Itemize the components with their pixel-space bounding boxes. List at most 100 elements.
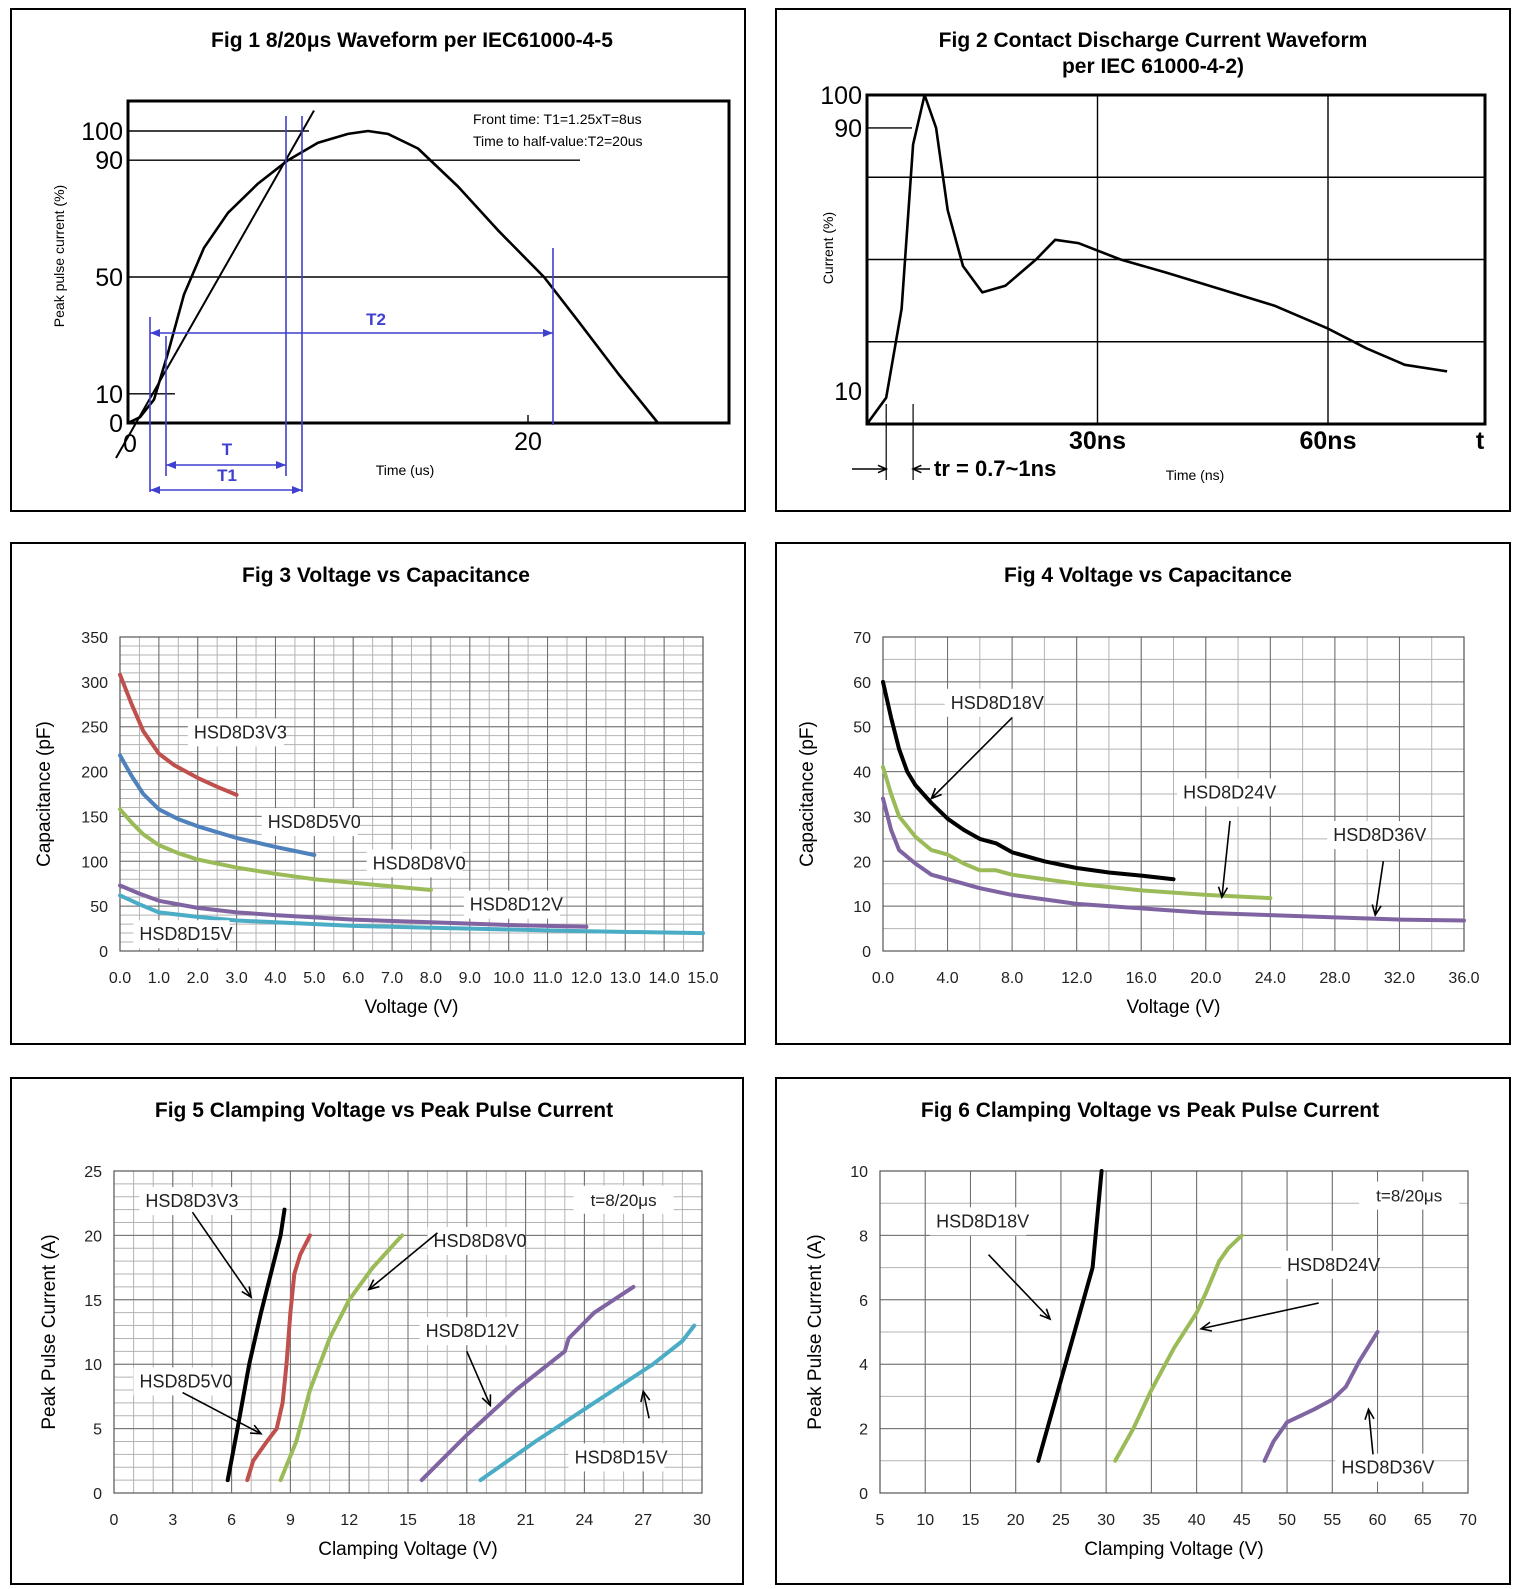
fig2-x-tick: t [1476, 427, 1485, 455]
fig2-y-tick: 100 [820, 82, 862, 110]
fig4-x-tick: 16.0 [1126, 970, 1157, 987]
fig6-series-HSD8D18V [1036, 1169, 1104, 1463]
fig2-y-label: Current (%) [820, 212, 836, 284]
fig6-y-tick: 10 [850, 1164, 868, 1181]
fig6-x-tick: 5 [876, 1512, 885, 1529]
fig4-label-HSD8D36V: HSD8D36V [1333, 825, 1426, 845]
fig1-x-tick: 0 [123, 430, 137, 458]
fig4-label-HSD8D24V: HSD8D24V [1183, 782, 1276, 802]
fig1-title: Fig 1 8/20μs Waveform per IEC61000-4-5 [211, 29, 613, 52]
fig3-x-tick: 2.0 [187, 970, 209, 987]
fig4-x-label: Voltage (V) [1127, 997, 1221, 1018]
fig1-y-tick: 50 [95, 264, 123, 292]
fig3-x-tick: 15.0 [687, 970, 718, 987]
fig6-x-tick: 40 [1188, 1512, 1206, 1529]
fig2-y-tick: 10 [834, 378, 862, 406]
fig6-arrowhead-HSD8D18V [1039, 1308, 1052, 1321]
fig4-title: Fig 4 Voltage vs Capacitance [1004, 564, 1292, 587]
fig5-arrowhead-HSD8D8V0 [367, 1279, 380, 1291]
fig3-label-bg [187, 718, 284, 747]
fig3-y-tick: 50 [90, 899, 108, 916]
fig3-y-tick: 100 [81, 854, 108, 871]
fig3-y-label: Capacitance (pF) [34, 721, 55, 867]
fig4-y-tick: 0 [862, 944, 871, 961]
fig6-chart: Fig 6 Clamping Voltage vs Peak Pulse Cur… [805, 1099, 1477, 1560]
fig1-dimension-label-T: T [222, 440, 233, 459]
fig3-series-HSD8D8V0 [118, 807, 433, 892]
fig3-label-bg [366, 849, 463, 878]
fig5-y-tick: 5 [93, 1422, 102, 1439]
fig3-x-tick: 9.0 [459, 970, 481, 987]
fig6-x-tick: 60 [1369, 1512, 1387, 1529]
fig1-dimension-arrow [150, 486, 160, 494]
fig6-title: Fig 6 Clamping Voltage vs Peak Pulse Cur… [921, 1099, 1379, 1122]
fig4-label-HSD8D18V: HSD8D18V [951, 693, 1044, 713]
fig5-arrow-HSD8D5V0 [182, 1391, 262, 1435]
fig5-x-tick: 18 [458, 1512, 476, 1529]
fig6-x-tick: 70 [1459, 1512, 1477, 1529]
fig2-x-label: Time (ns) [1166, 467, 1225, 483]
fig4-frame [775, 542, 1511, 1045]
fig5-label-bg [568, 1443, 665, 1472]
fig5-label-bg [419, 1317, 516, 1346]
fig2-waveform [865, 93, 1448, 425]
fig5-arrow-HSD8D15V [642, 1391, 650, 1419]
fig4-x-tick: 32.0 [1384, 970, 1415, 987]
fig5-note-bg [573, 1185, 674, 1214]
fig5-arrow-HSD8D3V3 [191, 1211, 252, 1298]
fig1-dimension-arrow [543, 329, 553, 337]
fig4-x-tick: 24.0 [1255, 970, 1286, 987]
fig5-label-bg [139, 1187, 236, 1216]
fig4-plot-area [882, 636, 1465, 952]
fig1-y-tick: 100 [81, 118, 123, 146]
fig5-y-tick: 0 [93, 1486, 102, 1503]
fig5-y-tick: 20 [84, 1228, 102, 1245]
fig6-x-tick: 55 [1323, 1512, 1341, 1529]
fig5-x-label: Clamping Voltage (V) [318, 1539, 498, 1560]
fig3-x-tick: 11.0 [533, 970, 563, 987]
fig3-y-tick: 300 [81, 675, 108, 692]
fig6-arrowhead-HSD8D36V [1364, 1407, 1375, 1420]
fig3-y-tick: 150 [81, 809, 108, 826]
fig6-x-tick: 50 [1278, 1512, 1296, 1529]
fig1-note-front-time: Front time: T1=1.25xT=8us [473, 111, 642, 127]
fig6-x-tick: 30 [1097, 1512, 1115, 1529]
fig6-y-tick: 8 [859, 1228, 868, 1245]
fig2-title-line1: Fig 2 Contact Discharge Current Waveform [939, 29, 1368, 52]
fig4-y-tick: 60 [853, 675, 871, 692]
fig5-plot-area [113, 1170, 703, 1494]
fig3-series-HSD8D12V [118, 883, 589, 929]
fig5-x-tick: 24 [576, 1512, 594, 1529]
fig3-label-HSD8D12V: HSD8D12V [470, 895, 563, 915]
fig4-arrow-HSD8D36V [1374, 861, 1385, 916]
fig1-plot-area [126, 99, 731, 425]
fig6-y-label: Peak Pulse Current (A) [805, 1234, 826, 1429]
fig5-note: t=8/20μs [591, 1191, 657, 1210]
fig4-y-label: Capacitance (pF) [797, 721, 818, 867]
fig6-arrow-HSD8D18V [987, 1254, 1051, 1320]
fig6-x-tick: 65 [1414, 1512, 1432, 1529]
fig6-note-bg [1359, 1181, 1460, 1210]
fig1-front-line [115, 110, 315, 459]
fig5-label-bg [427, 1226, 524, 1255]
fig5-title: Fig 5 Clamping Voltage vs Peak Pulse Cur… [155, 1099, 613, 1122]
fig6-y-tick: 4 [859, 1357, 868, 1374]
fig4-y-tick: 40 [853, 765, 871, 782]
fig3-y-tick: 0 [99, 944, 108, 961]
fig6-x-tick: 15 [962, 1512, 980, 1529]
fig6-label-HSD8D24V: HSD8D24V [1287, 1255, 1380, 1275]
fig5-series-HSD8D12V [419, 1284, 636, 1483]
fig3-label-HSD8D8V0: HSD8D8V0 [373, 853, 466, 873]
fig2-title-line2: per IEC 61000-4-2) [1062, 55, 1244, 78]
fig5-arrowhead-HSD8D12V [481, 1394, 492, 1408]
fig4-y-tick: 20 [853, 854, 871, 871]
fig5-x-tick: 0 [110, 1512, 119, 1529]
fig1-y-tick: 90 [95, 147, 123, 175]
fig1-dimension-arrow [150, 329, 160, 337]
fig3-label-HSD8D15V: HSD8D15V [139, 924, 232, 944]
fig2-plot-area [865, 93, 1487, 426]
fig2-y-tick: 90 [834, 115, 862, 143]
fig5-x-tick: 9 [286, 1512, 295, 1529]
fig3-series-HSD8D5V0 [118, 753, 317, 857]
